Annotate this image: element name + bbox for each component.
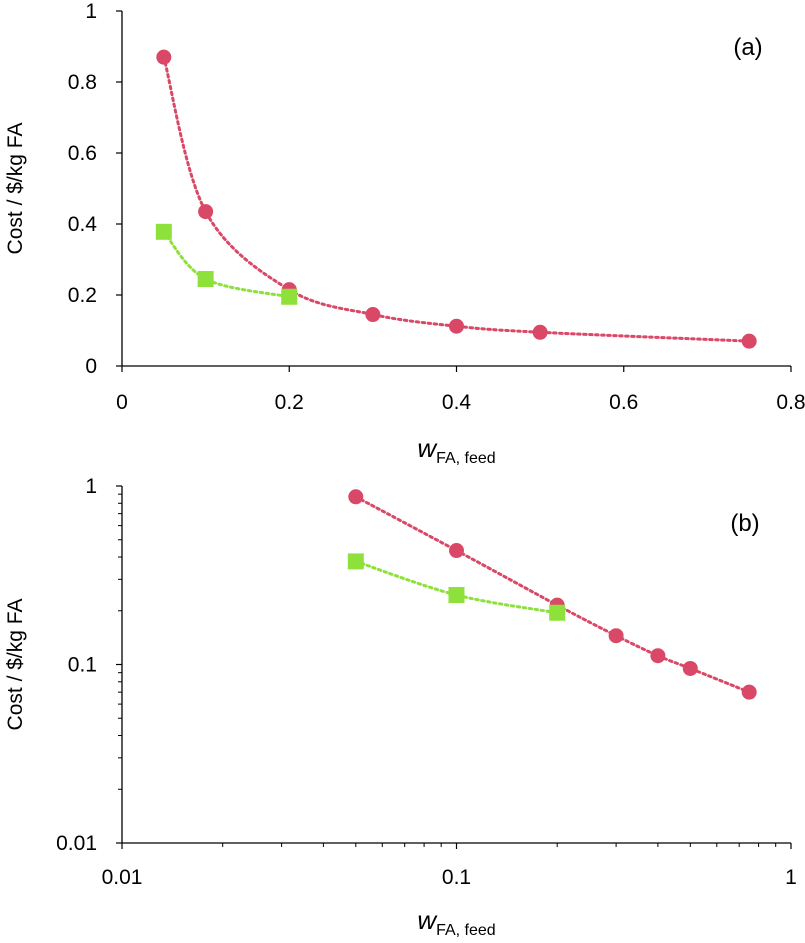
series-circle-point [650,648,666,664]
series-square-point [448,587,465,604]
x-axis-title-subscript: FA, feed [436,450,496,467]
x-axis-title: wFA, feed [417,905,495,938]
y-tick-label: 1 [85,475,97,498]
x-tick-label: 0.01 [102,866,143,889]
series-circle-point [156,49,172,65]
series-square-point [549,604,566,621]
series-circle-point [682,660,698,676]
series-square-point [347,553,364,570]
chart-panel-a: 0 0.2 0.4 0.6 0.8 1 0 0.2 0.4 0.6 0.8 Cost / $/kg F… [4,0,805,467]
y-tick-label: 0.6 [68,142,97,165]
chart-panel-b: 0.01 0.1 1 0.01 0.1 1 Cost / $/kg FA wFA, feed (… [4,475,797,939]
series-circle-point [532,324,548,340]
x-axis-title-subscript: FA, feed [436,922,496,938]
series-circle-point [741,684,757,700]
series-circle-point [608,628,624,644]
y-tick-label: 0.8 [68,71,97,94]
x-axis-title-main: w [417,433,438,463]
series-square-point [281,288,298,305]
x-tick-label: 0.4 [442,391,472,414]
x-tick-label: 0.1 [442,866,471,889]
x-tick-label: 0.6 [609,391,638,414]
series-circle-point [348,489,364,505]
series-circle-trendline [162,55,751,343]
panel-label: (b) [730,510,759,537]
y-tick-label: 1 [85,0,97,23]
x-axis-title: wFA, feed [417,433,495,467]
x-tick-label: 0 [116,391,128,414]
y-tick-label: 0 [85,355,97,378]
panel-label: (a) [733,34,762,61]
y-tick-label: 0.1 [68,654,97,677]
y-tick-label: 0.4 [68,213,98,236]
y-axis-title: Cost / $/kg FA [4,599,27,731]
series-square-point [155,223,172,240]
series-circle-point [449,543,464,559]
series-square-trendline [354,559,559,615]
x-axis-title-main: w [417,905,438,935]
series-circle-point [198,204,214,220]
x-tick-label: 1 [785,866,797,889]
x-tick-label: 0.2 [275,391,304,414]
y-axis-title: Cost / $/kg FA [4,123,27,255]
y-tick-label: 0.01 [56,832,97,855]
series-circle-point [449,318,464,334]
y-tick-label: 0.2 [68,284,97,307]
x-tick-label: 0.8 [776,391,805,414]
series-square-point [197,271,214,288]
series-circle-point [741,333,757,349]
series-circle-point [365,307,381,323]
